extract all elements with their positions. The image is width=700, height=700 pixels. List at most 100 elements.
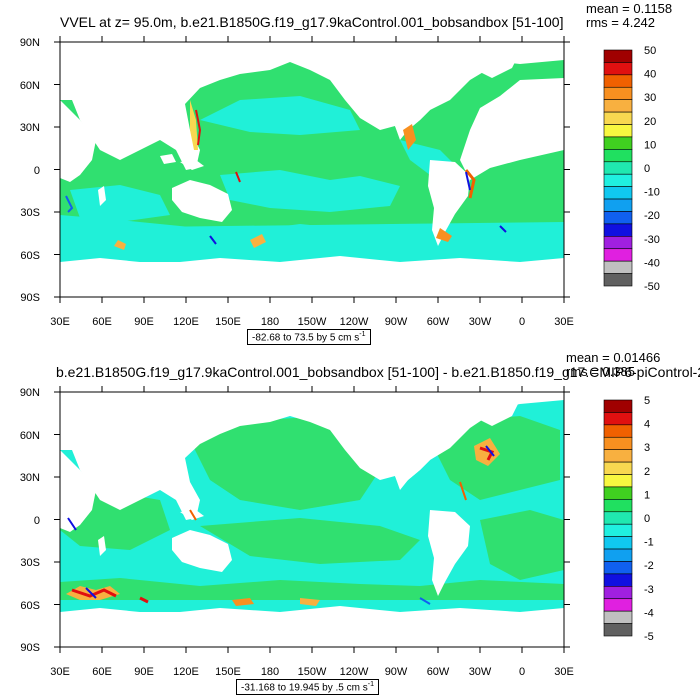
lon-label: 30E <box>50 666 70 678</box>
colorbar-swatch <box>603 86 633 100</box>
lon-label: 30E <box>554 666 574 678</box>
lat-label: 0 <box>34 165 40 177</box>
axis-ticks <box>54 386 570 653</box>
lon-label: 0 <box>519 316 525 328</box>
colorbar-label: 20 <box>644 116 656 128</box>
rms-value: rms = 0.385 <box>566 364 636 379</box>
colorbar-swatch <box>603 511 633 525</box>
stats-block: mean = 0.01466 rms = 0.385 <box>566 351 660 379</box>
map-figure: 90N 60N 30N 0 30S 60S 90S 30E 60E 90E 12… <box>20 386 654 678</box>
lat-axis-labels: 90N 60N 30N 0 30S 60S 90S <box>20 387 40 654</box>
land-masses <box>60 42 564 297</box>
colorbar-swatch <box>603 273 633 287</box>
lon-label: 60W <box>427 666 450 678</box>
lon-axis-labels: 30E 60E 90E 120E 150E 180 150W 120W 90W … <box>50 666 574 678</box>
colorbar-swatch <box>603 548 633 562</box>
map-plot: 90N 60N 30N 0 30S 60S 90S 30E 60E 90E 12… <box>20 36 574 328</box>
range-text: -31.168 to 19.945 by .5 cm s <box>241 682 368 694</box>
lon-label: 30W <box>469 666 492 678</box>
colorbar: 5 4 3 2 1 0 -1 -2 -3 -4 -5 <box>603 395 654 643</box>
coastal-hotspots <box>66 438 500 606</box>
lon-label: 90E <box>134 666 154 678</box>
stats-block: mean = 0.1158 rms = 4.242 <box>586 2 672 30</box>
colorbar-swatch <box>603 99 633 113</box>
colorbar-swatch <box>603 236 633 250</box>
colorbar-swatch <box>603 436 633 450</box>
lon-label: 150E <box>215 316 241 328</box>
lat-label: 30N <box>20 122 40 134</box>
lat-label: 60N <box>20 430 40 442</box>
colorbar-label: 4 <box>644 419 650 431</box>
colorbar-swatch <box>603 248 633 262</box>
colorbar-swatch <box>603 536 633 550</box>
lon-label: 180 <box>261 316 279 328</box>
colorbar-label: 5 <box>644 395 650 407</box>
lon-label: 120W <box>340 666 369 678</box>
lat-label: 0 <box>34 515 40 527</box>
lon-label: 30W <box>469 316 492 328</box>
colorbar-label: -1 <box>644 537 654 549</box>
colorbar-label: -40 <box>644 257 660 269</box>
colorbar-label: 1 <box>644 489 650 501</box>
lon-label: 150W <box>298 666 327 678</box>
coastal-hotspots <box>65 100 507 250</box>
colorbar-swatch <box>603 598 633 612</box>
colorbar-label: -4 <box>644 607 654 619</box>
colorbar: 50 40 30 20 10 0 -10 -20 -30 -40 -50 <box>603 45 660 293</box>
colorbar-swatch <box>603 136 633 150</box>
colorbar-label: -50 <box>644 281 660 293</box>
lon-label: 30E <box>50 316 70 328</box>
colorbar-swatch <box>603 523 633 537</box>
colorbar-swatch <box>603 62 633 76</box>
colorbar-swatch <box>603 161 633 175</box>
axis-ticks <box>54 36 570 303</box>
colorbar-swatch <box>603 211 633 225</box>
colorbar-label: 40 <box>644 69 656 81</box>
colorbar-label: 0 <box>644 513 650 525</box>
colorbar-label: 10 <box>644 139 656 151</box>
panel-title: VVEL at z= 95.0m, b.e21.B1850G.f19_g17.9… <box>60 14 564 30</box>
lon-label: 120E <box>173 666 199 678</box>
lon-label: 150E <box>215 666 241 678</box>
lon-label: 150W <box>298 316 327 328</box>
lon-label: 60E <box>92 316 112 328</box>
contour-range-label: -31.168 to 19.945 by .5 cm s-1 <box>236 679 379 696</box>
colorbar-swatch <box>603 499 633 513</box>
lat-label: 30S <box>20 207 40 219</box>
colorbar-swatch <box>603 49 633 63</box>
colorbar-swatch <box>603 412 633 426</box>
colorbar-swatch <box>603 561 633 575</box>
colorbar-swatch <box>603 399 633 413</box>
colorbar-label: -10 <box>644 187 660 199</box>
panel-title: b.e21.B1850G.f19_g17.9kaControl.001_bobs… <box>56 364 700 380</box>
lon-label: 60W <box>427 316 450 328</box>
colorbar-swatch <box>603 74 633 88</box>
lat-label: 60N <box>20 80 40 92</box>
colorbar-swatch <box>603 623 633 637</box>
colorbar-label: -30 <box>644 234 660 246</box>
colorbar-label: 2 <box>644 466 650 478</box>
lat-axis-labels: 90N 60N 30N 0 30S 60S 90S <box>20 37 40 304</box>
lon-label: 90W <box>385 316 408 328</box>
range-text: -82.68 to 73.5 by 5 cm s <box>252 332 360 344</box>
mean-value: mean = 0.1158 <box>586 1 673 16</box>
contour-range-label: -82.68 to 73.5 by 5 cm s-1 <box>247 329 371 346</box>
colorbar-swatch <box>603 586 633 600</box>
lat-label: 90S <box>20 292 40 304</box>
lon-label: 120E <box>173 316 199 328</box>
colorbar-label: 30 <box>644 92 656 104</box>
colorbar-swatch <box>603 449 633 463</box>
lat-label: 60S <box>20 250 40 262</box>
colorbar-swatch <box>603 486 633 500</box>
map-plot: 90N 60N 30N 0 30S 60S 90S 30E 60E 90E 12… <box>20 386 574 678</box>
colorbar-label: -3 <box>644 584 654 596</box>
colorbar-swatch <box>603 474 633 488</box>
lat-label: 30S <box>20 557 40 569</box>
lat-label: 90N <box>20 387 40 399</box>
colorbar-label: -5 <box>644 631 654 643</box>
lon-label: 90E <box>134 316 154 328</box>
mean-value: mean = 0.01466 <box>566 350 661 365</box>
panel-bottom: b.e21.B1850G.f19_g17.9kaControl.001_bobs… <box>0 350 700 700</box>
colorbar-label: -20 <box>644 210 660 222</box>
lat-label: 60S <box>20 600 40 612</box>
